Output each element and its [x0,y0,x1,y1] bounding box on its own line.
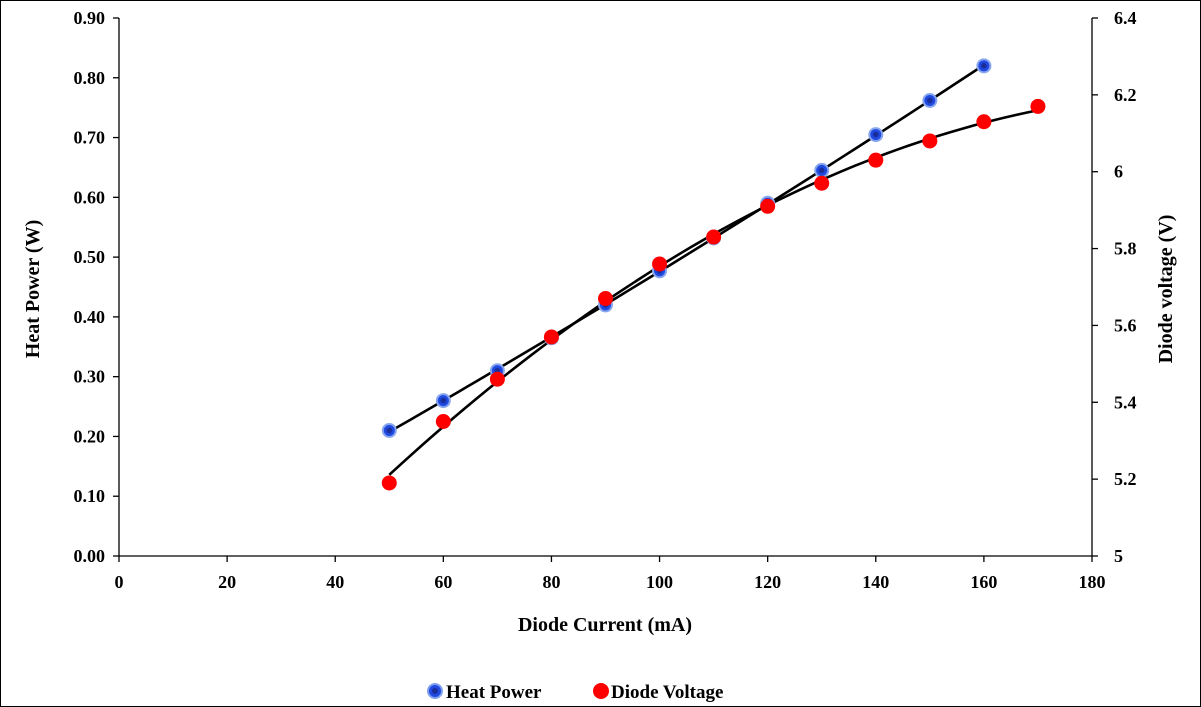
data-points [381,58,1046,491]
y-tick-label: 0.80 [74,68,106,88]
point-diode-voltage [598,291,613,307]
trendline-heat-power [388,63,985,433]
y-tick-label: 0.50 [74,247,106,267]
point-core-heat-power [818,167,825,174]
point-diode-voltage [922,133,938,149]
y2-tick-label: 5 [1114,546,1123,566]
point-core-heat-power [440,397,447,404]
legend-label-heat-power: Heat Power [446,682,542,703]
y2-tick-label: 5.2 [1114,469,1137,489]
legend-marker-diode-voltage [593,683,609,699]
x-tick-label: 80 [542,572,560,592]
x-tick-label: 0 [115,572,124,592]
legend-marker-heat-power-core [432,688,438,694]
y-tick-label: 0.10 [74,486,106,506]
point-core-heat-power [981,63,987,69]
x-tick-label: 20 [218,572,236,592]
x-tick-label: 180 [1079,572,1106,592]
x-tick-label: 40 [326,572,344,592]
point-diode-voltage [543,329,559,345]
y2-tick-label: 5.6 [1114,315,1137,335]
y-tick-label: 0.20 [74,426,106,446]
point-diode-voltage [814,175,830,191]
point-diode-voltage [381,475,397,491]
point-diode-voltage [706,229,722,245]
y-axis-title: Heat Power (W) [22,220,44,358]
y-tick-label: 0.40 [74,307,106,327]
y2-tick-label: 6.4 [1114,8,1137,28]
trendlines [388,63,1039,476]
y2-tick-label: 5.4 [1114,392,1137,412]
point-core-heat-power [872,131,879,138]
y-tick-label: 0.30 [74,367,106,387]
y-tick-label: 0.90 [74,8,106,28]
legend-label-diode-voltage: Diode Voltage [611,682,723,703]
y-tick-label: 0.00 [74,546,106,566]
axes [113,17,1098,562]
point-diode-voltage [435,414,451,429]
y2-tick-label: 6.2 [1114,85,1137,105]
y-tick-label: 0.70 [74,128,106,148]
legend: Heat Power Diode Voltage [427,682,723,703]
x-tick-label: 120 [754,572,781,592]
y2-tick-label: 6 [1114,162,1123,182]
trendline-diode-voltage [388,108,1039,476]
point-core-heat-power [927,97,933,104]
point-core-heat-power [386,427,393,434]
point-diode-voltage [652,256,668,272]
y2-tick-label: 5.8 [1114,239,1137,259]
x-tick-label: 140 [862,572,889,592]
x-axis-title: Diode Current (mA) [518,614,692,636]
tick-labels: 0 20 40 60 80 100 120 140 160 180 0.00 0.10 0.20 0.30… [74,8,1137,592]
point-diode-voltage [976,114,992,130]
y2-axis-title: Diode voltage (V) [1155,215,1177,364]
y-tick-label: 0.60 [74,187,106,207]
point-diode-voltage [489,371,505,387]
x-tick-label: 160 [970,572,997,592]
point-diode-voltage [1030,98,1046,114]
x-tick-label: 100 [646,572,673,592]
point-diode-voltage [868,152,884,168]
point-diode-voltage [760,198,776,214]
x-tick-label: 60 [434,572,452,592]
